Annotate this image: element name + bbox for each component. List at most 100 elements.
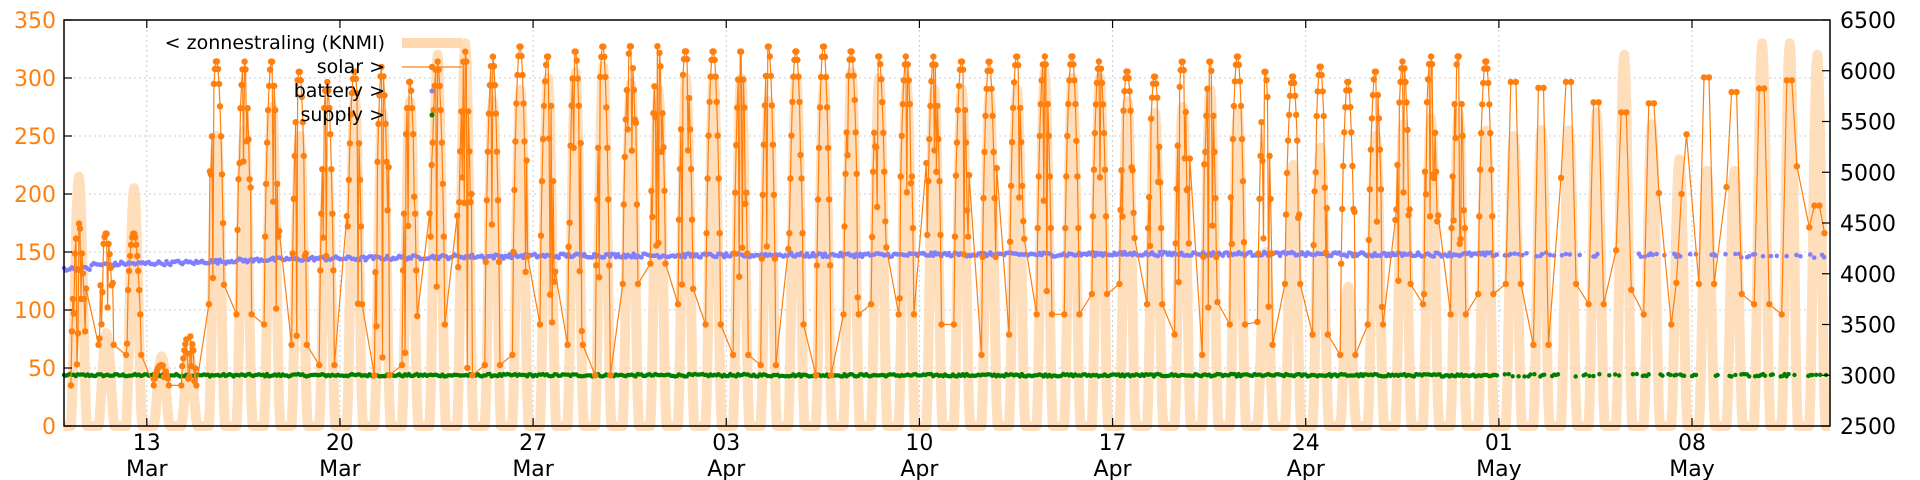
solar-point bbox=[297, 77, 304, 84]
solar-point bbox=[676, 165, 684, 173]
solar-point bbox=[1320, 112, 1327, 120]
solar-point bbox=[1655, 189, 1663, 197]
battery-point bbox=[1524, 251, 1529, 256]
battery-point bbox=[1155, 253, 1161, 259]
battery-point bbox=[1746, 253, 1752, 259]
solar-point bbox=[372, 268, 379, 276]
solar-point bbox=[684, 147, 692, 154]
battery-point bbox=[836, 253, 841, 259]
solar-point bbox=[1399, 58, 1406, 65]
solar-point bbox=[426, 210, 433, 217]
solar-point bbox=[657, 63, 664, 70]
supply-point bbox=[1792, 372, 1797, 378]
solar-point bbox=[1144, 224, 1152, 232]
solar-point bbox=[346, 140, 354, 147]
solar-point bbox=[1480, 79, 1487, 87]
solar-point bbox=[319, 166, 326, 173]
battery-point bbox=[1303, 253, 1308, 259]
supply-point bbox=[1646, 372, 1651, 377]
solar-point bbox=[378, 63, 385, 71]
supply-point bbox=[1607, 373, 1612, 378]
solar-point bbox=[1228, 240, 1236, 248]
solar-point bbox=[980, 194, 987, 202]
battery-point bbox=[168, 262, 173, 268]
solar-point bbox=[628, 147, 636, 154]
solar-point bbox=[1171, 331, 1178, 338]
battery-point bbox=[215, 261, 220, 266]
battery-point bbox=[1723, 252, 1728, 257]
solar-point bbox=[989, 112, 996, 120]
solar-point bbox=[851, 96, 858, 104]
solar-point bbox=[869, 168, 877, 175]
solar-point bbox=[345, 176, 353, 183]
solar-point bbox=[215, 80, 223, 88]
solar-point bbox=[343, 212, 350, 220]
solar-point bbox=[242, 66, 249, 73]
solar-point bbox=[729, 351, 737, 359]
solar-point bbox=[1157, 179, 1164, 186]
solar-point bbox=[71, 250, 79, 257]
solar-point bbox=[78, 250, 86, 257]
solar-point bbox=[430, 106, 437, 114]
solar-point bbox=[1673, 279, 1680, 287]
solar-point bbox=[179, 362, 186, 370]
solar-point bbox=[705, 132, 712, 139]
solar-point bbox=[659, 110, 666, 117]
tick-label-x-month: Mar bbox=[319, 457, 361, 480]
solar-point bbox=[461, 199, 468, 206]
solar-point bbox=[627, 43, 635, 50]
solar-point bbox=[1236, 78, 1244, 85]
solar-point bbox=[467, 199, 474, 206]
solar-point bbox=[876, 53, 883, 60]
solar-point bbox=[1091, 129, 1099, 137]
solar-point bbox=[492, 110, 500, 117]
solar-point bbox=[1258, 119, 1265, 126]
solar-point bbox=[1124, 68, 1131, 75]
solar-point bbox=[986, 58, 993, 65]
solar-point bbox=[1811, 202, 1818, 209]
solar-point bbox=[734, 104, 741, 111]
solar-point bbox=[490, 62, 498, 70]
solar-point bbox=[1180, 66, 1188, 74]
solar-point bbox=[1207, 58, 1214, 65]
tick-label-x-month: Apr bbox=[707, 457, 746, 480]
solar-point bbox=[520, 100, 527, 107]
solar-point bbox=[898, 132, 905, 140]
solar-point bbox=[399, 267, 407, 274]
battery-point bbox=[1431, 254, 1437, 259]
solar-point bbox=[896, 295, 903, 302]
solar-point bbox=[1098, 79, 1106, 87]
solar-point bbox=[1016, 194, 1023, 201]
solar-point bbox=[1323, 205, 1331, 212]
solar-point bbox=[685, 94, 693, 102]
solar-point bbox=[74, 330, 82, 337]
solar-point bbox=[270, 198, 277, 205]
solar-point bbox=[1263, 77, 1270, 84]
solar-point bbox=[1342, 104, 1349, 111]
solar-point bbox=[740, 76, 747, 83]
solar-point bbox=[933, 168, 940, 175]
solar-point bbox=[904, 61, 911, 68]
solar-point bbox=[213, 58, 221, 65]
solar-point bbox=[244, 105, 251, 112]
solar-point bbox=[1264, 93, 1271, 101]
solar-point bbox=[469, 372, 476, 379]
solar-point bbox=[427, 233, 434, 240]
solar-point bbox=[1238, 135, 1246, 143]
supply-point bbox=[1786, 371, 1791, 377]
solar-point bbox=[1182, 108, 1190, 116]
solar-point bbox=[1783, 77, 1791, 84]
solar-point bbox=[79, 270, 87, 277]
solar-point bbox=[271, 82, 278, 90]
solar-point bbox=[1612, 247, 1620, 254]
solar-point bbox=[987, 67, 994, 75]
solar-point bbox=[1184, 185, 1192, 192]
solar-point bbox=[1145, 193, 1153, 201]
solar-point bbox=[1174, 142, 1181, 149]
solar-point bbox=[262, 180, 270, 188]
solar-point bbox=[1072, 100, 1079, 108]
solar-point bbox=[219, 219, 227, 227]
solar-point bbox=[1065, 100, 1072, 108]
supply-point bbox=[1597, 372, 1602, 377]
solar-point bbox=[794, 56, 801, 64]
